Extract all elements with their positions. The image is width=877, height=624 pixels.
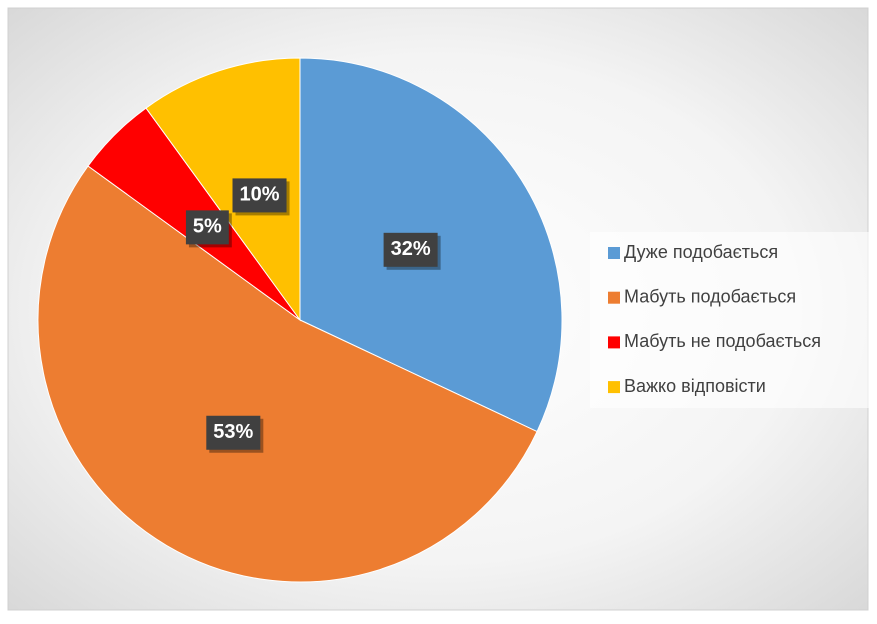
data-label: 32% [391, 238, 431, 260]
data-label-bg [383, 232, 438, 267]
pie-slice [37, 165, 538, 583]
data-label: 10% [240, 184, 280, 206]
legend-label: Мабуть подобається [624, 286, 796, 306]
legend-box [590, 232, 870, 408]
data-label-bg [232, 178, 287, 213]
legend-swatch [608, 291, 620, 304]
legend-label: Важко відповісти [624, 376, 766, 396]
legend-label: Дуже подобається [624, 242, 778, 262]
legend-swatch [608, 247, 620, 259]
data-label-bg [206, 415, 261, 450]
legend-label: Мабуть не подобається [624, 331, 821, 351]
data-label: 5% [193, 216, 222, 238]
pie-slice [145, 57, 301, 322]
data-label: 53% [213, 421, 253, 443]
data-label-bg [185, 210, 229, 245]
legend-swatch [608, 336, 620, 349]
legend-swatch [608, 381, 620, 394]
